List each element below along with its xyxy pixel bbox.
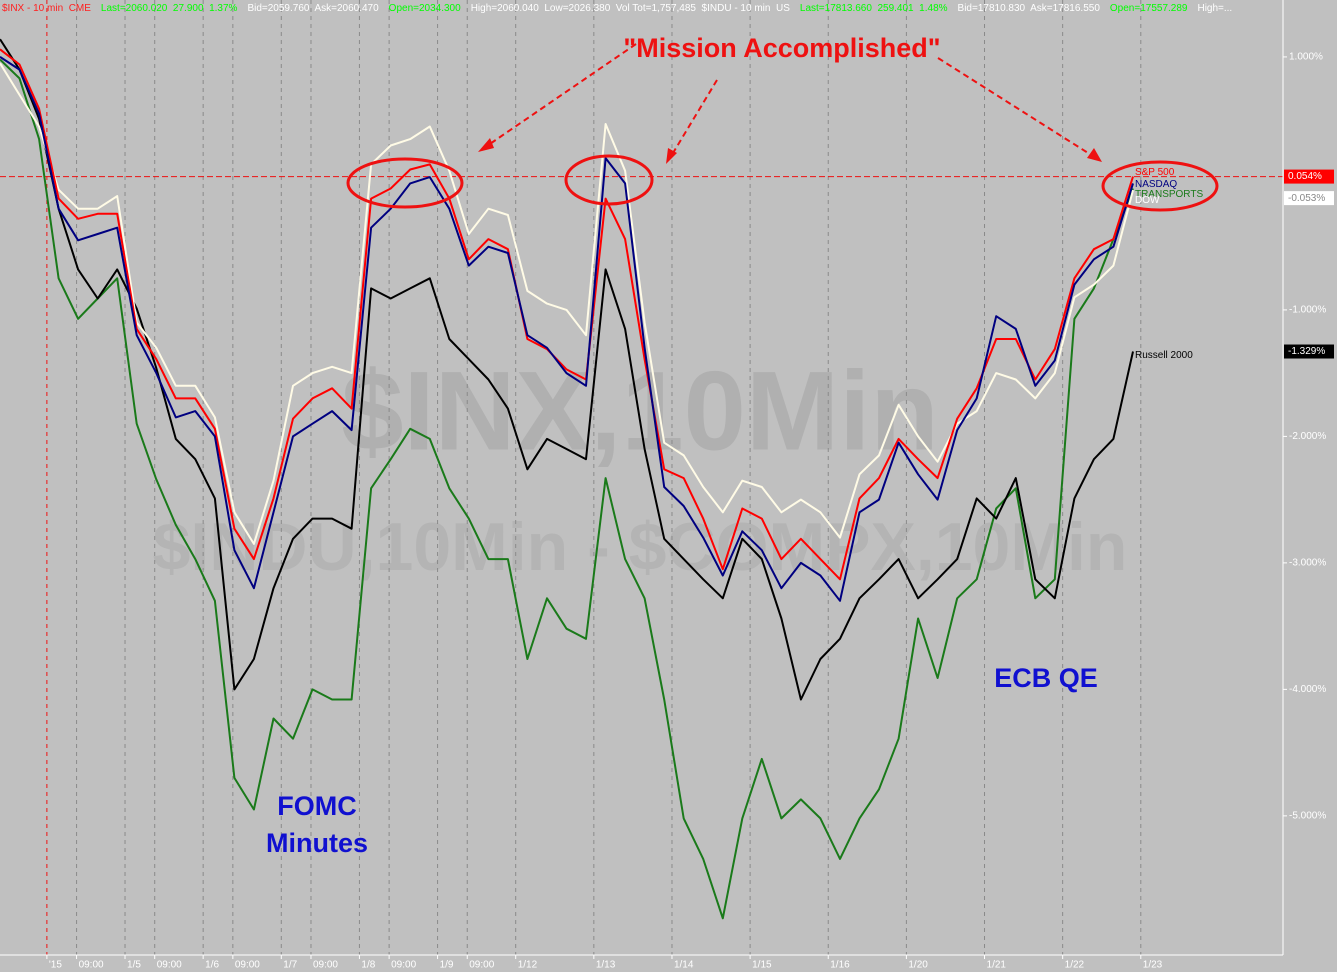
x-tick-label: 09:00 xyxy=(313,960,338,971)
header-field: Last=17813.660 259.401 1.48% xyxy=(800,3,948,14)
y-tick-label: 1.000% xyxy=(1289,52,1323,63)
x-tick-label: 1/8 xyxy=(361,960,375,971)
x-tick-label: 1/21 xyxy=(987,960,1007,971)
value-tag xyxy=(1284,344,1334,359)
arrow xyxy=(669,79,718,159)
annotation-mission: "Mission Accomplished" xyxy=(623,33,940,63)
annotation-fomc: Minutes xyxy=(266,828,368,858)
y-tick-label: -5.000% xyxy=(1289,811,1326,822)
x-tick-label: 1/16 xyxy=(830,960,850,971)
watermark: $INX,10Min $INDU,10Min - $COMPX,10Min xyxy=(153,349,1128,585)
series-line xyxy=(0,38,1134,701)
series-label: TRANSPORTS xyxy=(1135,189,1203,200)
highlight-ellipse xyxy=(346,157,464,209)
value-tag xyxy=(1284,191,1334,206)
header-field: Open=17557.289 xyxy=(1110,3,1188,14)
series-line xyxy=(0,48,1134,581)
header-field: Open=2034.300 xyxy=(389,3,461,14)
x-tick-label: 1/13 xyxy=(596,960,616,971)
x-tick-label: 1/15 xyxy=(752,960,772,971)
watermark-main: $INX,10Min xyxy=(341,349,939,474)
value-tag-label: -1.329% xyxy=(1288,346,1325,357)
value-tag-label: 0.054% xyxy=(1288,171,1322,182)
x-tick-label: 1/23 xyxy=(1143,960,1163,971)
series-label: S&P 500 xyxy=(1135,167,1175,178)
arrow xyxy=(937,57,1097,159)
series-label: DOW xyxy=(1135,195,1160,206)
series-label: Russell 2000 xyxy=(1135,350,1193,361)
watermark-sub: $INDU,10Min - $COMPX,10Min xyxy=(153,509,1128,585)
x-tick-label: 09:00 xyxy=(79,960,104,971)
x-tick-label: 09:00 xyxy=(469,960,494,971)
x-tick-label: 09:00 xyxy=(157,960,182,971)
y-tick-label: -3.000% xyxy=(1289,558,1326,569)
x-tick-label: 1/12 xyxy=(518,960,538,971)
y-tick-label: -4.000% xyxy=(1289,684,1326,695)
header-field: Bid=17810.830 Ask=17816.550 xyxy=(958,3,1101,14)
value-tag xyxy=(1284,169,1334,184)
y-tick-label: -1.000% xyxy=(1289,305,1326,316)
header: $INX - 10 min CME Last=2060.020 27.900 1.… xyxy=(2,3,1232,14)
annotation-ecb: ECB QE xyxy=(994,663,1098,693)
x-tick-label: 1/7 xyxy=(283,960,297,971)
value-tag-label: -0.053% xyxy=(1288,193,1325,204)
arrow xyxy=(483,43,637,149)
header-field: High=... xyxy=(1197,3,1232,14)
highlight-ellipse xyxy=(564,154,654,206)
annotation-fomc: FOMC xyxy=(277,791,356,821)
y-tick-label: -2.000% xyxy=(1289,431,1326,442)
x-tick-label: 09:00 xyxy=(235,960,260,971)
series-labels: TRANSPORTS Russell 2000 -1.329% DOW -0.053% S… xyxy=(1135,167,1334,361)
header-field: High=2060.040 Low=2026.380 Vol Tot=1,757… xyxy=(471,3,791,14)
series-line xyxy=(0,56,1134,602)
arrowhead xyxy=(478,138,494,152)
x-tick-label: '15 xyxy=(49,960,62,971)
x-tick-label: 1/6 xyxy=(205,960,219,971)
header-field: Bid=2059.760 Ask=2060.470 xyxy=(247,3,379,14)
x-tick-label: 09:00 xyxy=(391,960,416,971)
x-tick-label: 1/20 xyxy=(908,960,928,971)
header-field: $INX - 10 min CME xyxy=(2,3,91,14)
highlight-ellipse xyxy=(1101,160,1219,212)
annotations xyxy=(346,43,1219,212)
arrowhead xyxy=(1087,148,1102,162)
series-label: NASDAQ xyxy=(1135,179,1177,190)
x-tick-label: 1/9 xyxy=(440,960,454,971)
lines xyxy=(0,38,1134,920)
arrowhead xyxy=(666,148,677,164)
header-field: Last=2060.020 27.900 1.37% xyxy=(101,3,238,14)
x-tick-label: 1/22 xyxy=(1065,960,1085,971)
x-tick-label: 1/14 xyxy=(674,960,694,971)
x-tick-label: 1/5 xyxy=(127,960,141,971)
series-line xyxy=(0,62,1134,545)
series-line xyxy=(0,58,1134,920)
